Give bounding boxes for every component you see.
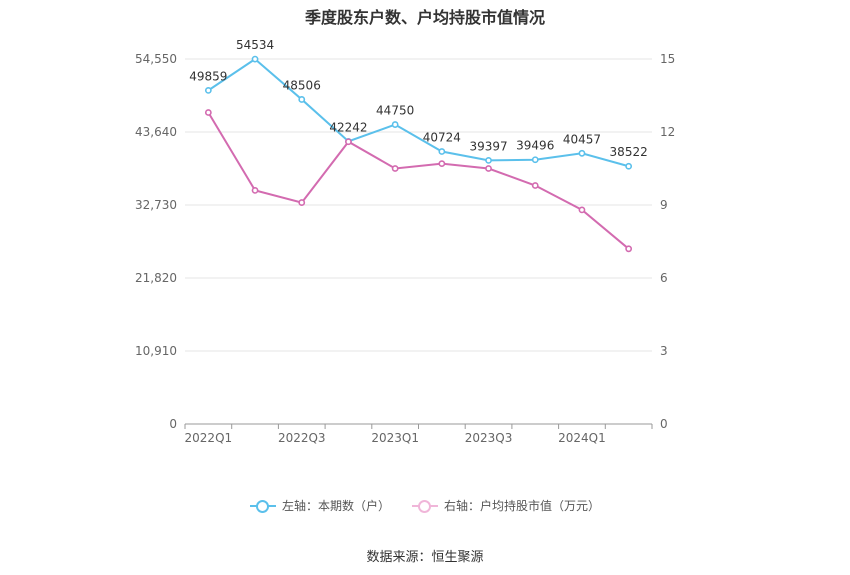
right-tick-label: 15: [660, 52, 675, 66]
left-tick-label: 21,820: [135, 271, 177, 285]
shareholders-point: [391, 121, 399, 128]
data-label: 42242: [329, 120, 367, 134]
x-axis-ticks: 2022Q1 2022Q3 2023Q1 2023Q3 2024Q1: [185, 431, 606, 445]
avg-holding-value-point: [578, 206, 586, 214]
data-label: 48506: [283, 78, 321, 92]
legend-label-left: 左轴：本期数（户）: [281, 499, 390, 513]
legend-swatch-left: [249, 499, 276, 513]
right-tick-label: 9: [660, 198, 668, 212]
chart-title: 季度股东户数、户均持股市值情况: [304, 8, 545, 27]
avg-holding-value-point: [485, 165, 492, 172]
data-label: 40457: [563, 132, 601, 146]
legend-swatch-right: [412, 499, 438, 513]
x-tick-label: 2023Q1: [371, 431, 419, 445]
data-label: 39397: [469, 139, 507, 153]
legend-item-left-series[interactable]: 左轴：本期数（户）: [249, 497, 390, 514]
left-tick-label: 10,910: [135, 344, 177, 358]
data-label: 49859: [189, 69, 227, 83]
avg-holding-value-point: [625, 245, 633, 253]
avg-holding-value-point: [531, 182, 539, 189]
legend-label-right: 右轴：户均持股市值（万元）: [444, 499, 601, 513]
series-line-shareholders: [207, 57, 629, 168]
left-tick-label: 43,640: [135, 125, 177, 139]
left-tick-label: 32,730: [135, 198, 177, 212]
data-source: 数据来源：恒生聚源: [366, 550, 484, 565]
shareholders-point: [485, 156, 492, 164]
right-tick-label: 6: [660, 271, 668, 285]
shareholders-point: [625, 162, 633, 170]
shareholders-point: [531, 156, 539, 164]
left-tick-label: 54,550: [135, 52, 177, 66]
x-tick-label: 2022Q1: [185, 431, 233, 445]
series-line-avg-holding-value: [207, 112, 630, 250]
avg-holding-value-point: [298, 199, 306, 206]
avg-holding-value-point: [204, 109, 212, 116]
data-label: 38522: [610, 145, 648, 159]
shareholders-point: [204, 86, 212, 94]
right-axis-ticks: 0 3 6 9 12 15: [660, 52, 675, 431]
data-label: 40724: [423, 131, 461, 145]
right-tick-label: 12: [660, 125, 675, 139]
avg-holding-value-point: [345, 138, 352, 146]
avg-holding-value-point: [391, 165, 399, 172]
avg-holding-value-point: [438, 160, 446, 168]
shareholders-point: [251, 55, 259, 63]
data-label: 39496: [516, 139, 554, 153]
grid-lines: [185, 58, 652, 352]
legend: 左轴：本期数（户） 右轴：户均持股市值（万元）: [0, 497, 850, 514]
left-axis-ticks: 0 10,910 21,820 32,730 43,640 54,550: [135, 52, 177, 431]
left-tick-label: 0: [169, 417, 177, 431]
avg-holding-value-point: [251, 186, 259, 194]
x-tick-label: 2022Q3: [278, 431, 326, 445]
shareholders-point: [578, 149, 586, 157]
shareholders-point: [298, 96, 306, 103]
shareholders-point: [438, 148, 446, 155]
axes: [184, 423, 653, 429]
x-tick-label: 2024Q1: [558, 431, 606, 445]
x-tick-label: 2023Q3: [465, 431, 513, 445]
data-label: 44750: [376, 104, 414, 118]
data-labels: 49859 54534 48506 42242 44750 40724 39397 39496…: [189, 38, 647, 159]
legend-item-right-series[interactable]: 右轴：户均持股市值（万元）: [412, 497, 600, 514]
right-tick-label: 3: [660, 344, 668, 358]
series-group: [204, 55, 633, 253]
right-tick-label: 0: [660, 417, 668, 431]
data-label: 54534: [236, 38, 274, 52]
